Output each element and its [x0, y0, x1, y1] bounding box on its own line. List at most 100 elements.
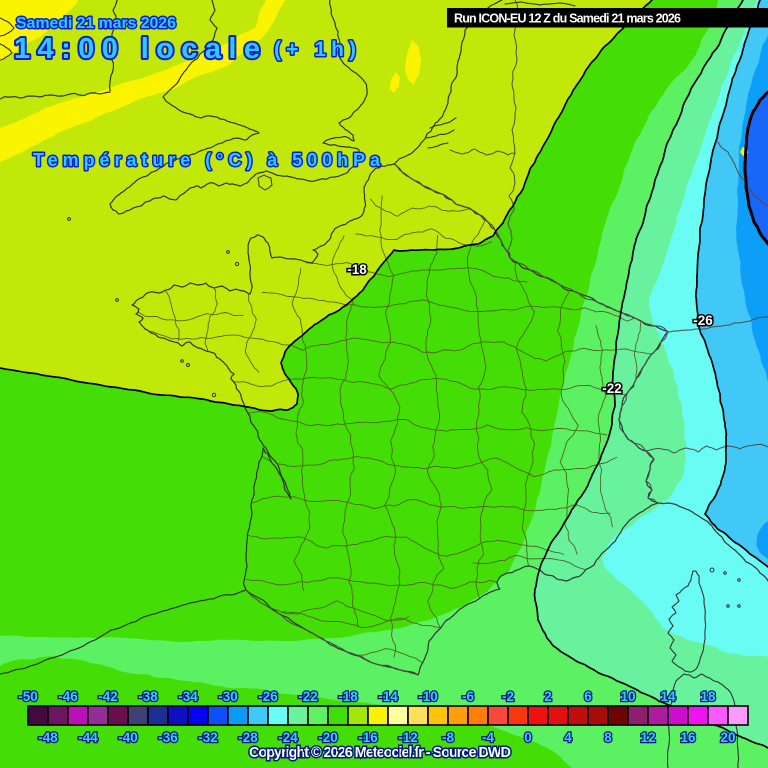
- band-yellow-ridge-stripe: [0, 0, 285, 162]
- band-minus32-minus30-pocket: [745, 92, 768, 244]
- band-azure-genoa-lens: [756, 521, 768, 559]
- scale-cell--32-to--30: [207, 705, 229, 726]
- border-belgium-germany-luxembourg: [507, 152, 516, 259]
- band-yellow-speck-1: [405, 40, 421, 85]
- scale-tick-label: -34: [178, 689, 198, 704]
- band-yellow-speck-2: [390, 72, 400, 93]
- islet-dot: [234, 261, 240, 267]
- coastline-ireland: [0, 0, 118, 100]
- scale-tick-label: -26: [258, 689, 278, 704]
- scale-tick-label: -44: [78, 730, 98, 745]
- isotherm-minus26: [694, 0, 768, 568]
- islet-dot: [186, 363, 190, 367]
- coastline-england-wales: [109, 0, 368, 215]
- border-france-germany: [509, 257, 669, 333]
- scale-tick-label: -30: [218, 689, 238, 704]
- scale-cell--16-to--14: [367, 705, 389, 726]
- scale-cell-10-to-12: [627, 705, 649, 726]
- coastline-zeeland-island-3: [427, 142, 449, 149]
- scale-cell-12-to-14: [647, 705, 669, 726]
- scale-tick-label: -28: [238, 730, 258, 745]
- scale-cell-8-to-10: [607, 705, 629, 726]
- date-label: Samedi 21 mars 2026: [16, 15, 176, 32]
- scale-tick-label: -6: [462, 689, 474, 704]
- border-germany-southwest: [717, 141, 768, 206]
- isotherm-minus22: [533, 0, 768, 749]
- scale-cell--44-to--42: [87, 705, 109, 726]
- scale-cell--24-to--22: [287, 705, 309, 726]
- scale-tick-label: -14: [378, 689, 398, 704]
- scale-cell--12-to--10: [407, 705, 429, 726]
- run-banner-background: [447, 8, 768, 28]
- islet-dot: [737, 604, 741, 608]
- scale-tick-label: -18: [338, 689, 358, 704]
- scale-tick-label: -24: [278, 730, 298, 745]
- scale-tick-label: 16: [680, 730, 696, 745]
- coastline-zeeland-island-1: [429, 117, 457, 129]
- border-france-spain: [245, 589, 419, 676]
- scale-tick-label: -42: [98, 689, 118, 704]
- isotherm-minus30: [743, 90, 768, 246]
- scale-cell--38-to--36: [147, 705, 169, 726]
- scale-cell--28-to--26: [247, 705, 269, 726]
- copyright-label: Copyright © 2026 Meteociel.fr - Source D…: [249, 745, 511, 761]
- scale-cell--42-to--40: [107, 705, 129, 726]
- scale-tick-label: -16: [358, 730, 378, 745]
- scale-cell-4-to-6: [567, 705, 589, 726]
- islet-dot: [737, 578, 741, 582]
- scale-tick-label: -20: [318, 730, 338, 745]
- scale-tick-label: 10: [620, 689, 635, 704]
- scale-cell--14-to--12: [387, 705, 409, 726]
- scale-cell--36-to--34: [167, 705, 189, 726]
- scale-cell--34-to--32: [187, 705, 209, 726]
- scale-cell--40-to--38: [127, 705, 149, 726]
- scale-cell--22-to--20: [307, 705, 329, 726]
- scale-tick-label: -4: [482, 730, 494, 745]
- scale-cell--6-to--4: [467, 705, 489, 726]
- scale-tick-label: -10: [418, 689, 438, 704]
- scale-cell--10-to--8: [427, 705, 449, 726]
- border-belgium-netherlands: [449, 148, 516, 156]
- scale-tick-label: -32: [198, 730, 218, 745]
- scale-tick-label: 20: [720, 730, 735, 745]
- scale-cell--46-to--44: [67, 705, 89, 726]
- scale-tick-label: 8: [604, 730, 612, 745]
- scale-tick-label: -48: [38, 730, 58, 745]
- scale-cell--48-to--46: [47, 705, 69, 726]
- coastline-ireland-kerry-1: [0, 17, 15, 37]
- scale-cell-6-to-8: [587, 705, 609, 726]
- run-banner: Run ICON-EU 12 Z du Samedi 21 mars 2026: [447, 8, 768, 28]
- scale-tick-label: -22: [298, 689, 318, 704]
- islet-dot: [67, 217, 71, 221]
- isotherm-value-label: -26: [693, 313, 713, 328]
- islet-dot: [709, 567, 715, 573]
- islet-dot: [115, 298, 119, 302]
- scale-tick-label: 6: [584, 689, 592, 704]
- border-switzerland-italy: [645, 443, 768, 454]
- time-offset-label: (+ 1h): [274, 38, 356, 61]
- coastline-zeeland-island-2: [425, 129, 455, 139]
- scale-cell-16-to-18: [687, 705, 709, 726]
- scale-tick-label: -36: [158, 730, 178, 745]
- scale-tick-label: 12: [640, 730, 655, 745]
- border-switzerland-germany: [667, 316, 768, 333]
- scale-cell-2-to-4: [547, 705, 569, 726]
- run-banner-label: Run ICON-EU 12 Z du Samedi 21 mars 2026: [454, 12, 681, 26]
- scale-tick-label: -40: [118, 730, 138, 745]
- scale-tick-label: 14: [660, 689, 676, 704]
- scale-cell--18-to--16: [347, 705, 369, 726]
- islet-dot: [180, 359, 184, 363]
- coastline-ireland-kerry-2: [0, 43, 13, 61]
- scale-cell-14-to-16: [667, 705, 689, 726]
- border-france-belgium: [393, 163, 511, 259]
- scale-cell--26-to--24: [267, 705, 289, 726]
- islet-dot: [726, 604, 730, 608]
- coastline-spain-cantabrian: [0, 589, 247, 675]
- color-scale: -50 -46 -42 -38 -34 -30 -26 -22 -18 -14 -10 -6 -2 2 6 1…: [17, 688, 749, 746]
- scale-cell-0-to-2: [527, 705, 549, 726]
- scale-cell--30-to--28: [227, 705, 249, 726]
- islet-dot: [226, 250, 230, 254]
- coastline-corsica: [667, 570, 707, 673]
